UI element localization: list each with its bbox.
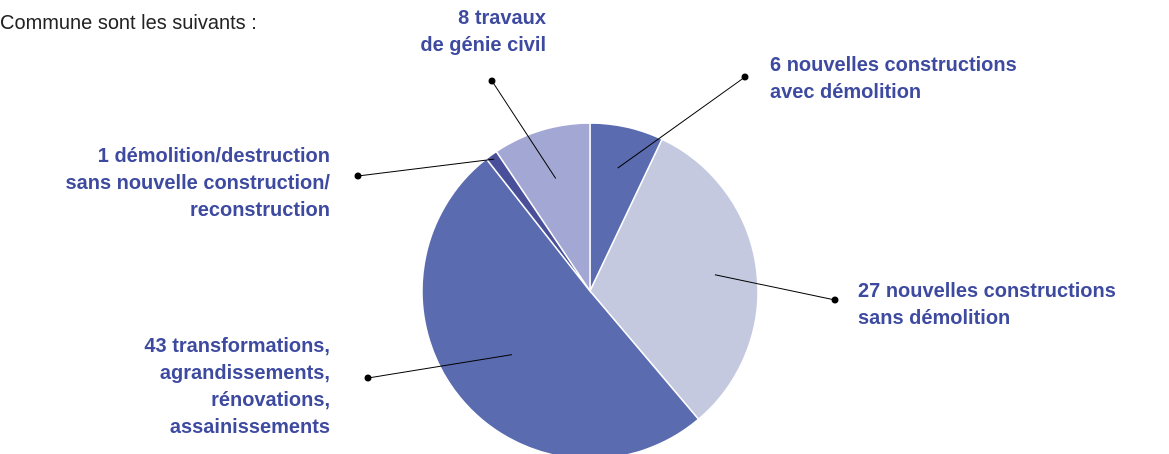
leader-dot (354, 172, 362, 180)
leader-dot (364, 374, 372, 382)
category-label: nouvelles constructions sans démolition (858, 280, 1116, 329)
pie-slice (589, 138, 759, 421)
slice-label: 43 transformations, agrandissements, rén… (144, 333, 330, 441)
value-label: 6 (770, 54, 782, 76)
slice-label: 1 démolition/destruction sans nouvelle c… (65, 143, 330, 224)
slice-label: 27 nouvelles constructions sans démoliti… (858, 278, 1116, 332)
leader-line (491, 80, 557, 179)
leader-line (357, 158, 495, 177)
leader-dot (741, 73, 749, 81)
leader-line (617, 76, 746, 169)
value-label: 8 (458, 7, 470, 29)
value-label: 43 (144, 335, 167, 357)
value-label: 27 (858, 280, 881, 302)
pie-slice (421, 157, 700, 454)
slice-label: 8 travaux de génie civil (420, 5, 546, 59)
category-label: transformations, agrandissements, rénova… (159, 335, 330, 438)
leader-line (367, 354, 512, 379)
category-label: démolition/destruction sans nouvelle con… (65, 145, 330, 221)
slice-label: 6 nouvelles constructions avec démolitio… (770, 52, 1017, 106)
value-label: 1 (97, 145, 109, 167)
category-label: travaux de génie civil (420, 7, 546, 56)
leader-line (714, 274, 836, 301)
intro-text: Commune sont les suivants : (0, 12, 257, 34)
leader-dot (488, 77, 496, 85)
leader-dot (831, 296, 839, 304)
pie-slice (495, 122, 591, 294)
category-label: nouvelles constructions avec démolition (770, 54, 1017, 103)
